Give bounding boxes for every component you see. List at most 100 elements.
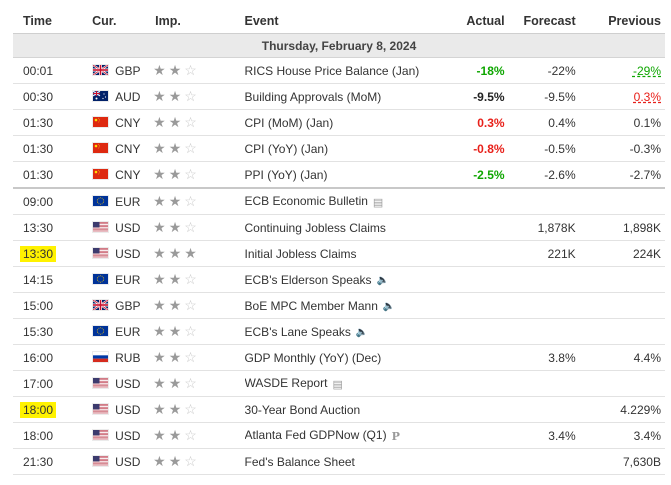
speaker-icon[interactable]: 🔈 <box>376 274 389 286</box>
event-cell[interactable]: CPI (YoY) (Jan) <box>244 135 442 162</box>
col-importance[interactable]: Imp. <box>153 9 245 34</box>
table-row[interactable]: 15:00 GBP ★ ★ ☆ BoE MPC Member Mann 🔈 <box>13 292 665 319</box>
event-cell[interactable]: Fed's Balance Sheet <box>244 448 442 475</box>
report-icon[interactable]: ▤ <box>372 196 384 209</box>
table-row[interactable]: 17:00 USD ★ ★ ☆ WASDE Report ▤ <box>13 370 665 397</box>
event-cell[interactable]: 30-Year Bond Auction <box>244 396 442 423</box>
event-cell[interactable]: BoE MPC Member Mann 🔈 <box>244 292 442 319</box>
event-name[interactable]: 30-Year Bond Auction <box>244 402 361 417</box>
previous-value: 224K <box>632 246 661 261</box>
col-currency[interactable]: Cur. <box>88 9 154 34</box>
event-name[interactable]: CPI (MoM) (Jan) <box>244 115 334 130</box>
event-cell[interactable]: Initial Jobless Claims <box>244 240 442 267</box>
table-row[interactable]: 00:30 AUD ★ ★ ☆ Building Approvals (MoM) -9.5%… <box>13 83 665 110</box>
importance-cell: ★ ★ ☆ <box>153 188 245 215</box>
table-row[interactable]: 14:15 EUR ★ ★ ☆ ECB's Elderson Speaks 🔈 <box>13 266 665 293</box>
time-value: 13:30 <box>23 220 54 235</box>
event-name[interactable]: ECB's Elderson Speaks <box>244 272 372 287</box>
forecast-cell <box>508 266 580 293</box>
event-cell[interactable]: ECB Economic Bulletin ▤ <box>244 188 442 215</box>
col-forecast[interactable]: Forecast <box>508 9 580 34</box>
event-cell[interactable]: ECB's Lane Speaks 🔈 <box>244 318 442 345</box>
event-cell[interactable]: Atlanta Fed GDPNow (Q1) P <box>244 422 442 449</box>
col-time[interactable]: Time <box>13 9 89 34</box>
speaker-icon[interactable]: 🔈 <box>382 300 396 312</box>
previous-value[interactable]: -29% <box>632 63 661 78</box>
event-name[interactable]: CPI (YoY) (Jan) <box>244 141 329 156</box>
importance-cell: ★ ★ ☆ <box>153 370 245 397</box>
currency-code: USD <box>115 454 141 469</box>
table-row[interactable]: 00:01 GBP ★ ★ ☆ RICS House Price Balance (Jan… <box>13 57 665 84</box>
table-row[interactable]: 18:00 USD ★ ★ ☆ 30-Year Bond Auction 4.229% <box>13 396 665 423</box>
us-flag-icon <box>92 455 110 468</box>
time-value: 14:15 <box>23 272 54 287</box>
forecast-value: -22% <box>547 63 576 78</box>
forecast-value: 0.4% <box>548 115 576 130</box>
previous-value: 4.229% <box>620 402 661 417</box>
table-row[interactable]: 16:00 RUB ★ ★ ☆ GDP Monthly (YoY) (Dec) 3.8% 4.… <box>13 344 665 371</box>
time-value: 21:30 <box>23 454 54 469</box>
previous-value: 0.1% <box>633 115 661 130</box>
event-cell[interactable]: Building Approvals (MoM) <box>244 83 442 110</box>
cn-flag-icon <box>92 168 110 181</box>
currency-code: EUR <box>115 324 141 339</box>
table-row[interactable]: 18:00 USD ★ ★ ☆ Atlanta Fed GDPNow (Q1) P 3.4% 3… <box>13 422 665 449</box>
star-filled-icon: ★ <box>168 62 182 78</box>
importance-stars: ★ ★ ☆ <box>153 220 197 234</box>
previous-value: -0.3% <box>629 141 661 156</box>
event-name[interactable]: Atlanta Fed GDPNow (Q1) <box>244 428 387 443</box>
previous-cell: 4.4% <box>579 344 665 371</box>
actual-cell <box>441 266 509 293</box>
table-row[interactable]: 15:30 EUR ★ ★ ☆ ECB's Lane Speaks 🔈 <box>13 318 665 345</box>
previous-cell <box>579 292 665 319</box>
star-empty-icon: ☆ <box>184 88 197 104</box>
event-cell[interactable]: RICS House Price Balance (Jan) <box>244 57 442 84</box>
table-row[interactable]: 01:30 CNY ★ ★ ☆ CPI (MoM) (Jan) 0.3% 0.4% 0.1% <box>13 109 665 136</box>
star-filled-icon: ★ <box>168 375 182 391</box>
event-cell[interactable]: WASDE Report ▤ <box>244 370 442 397</box>
event-name[interactable]: WASDE Report <box>244 376 328 391</box>
table-row[interactable]: 13:30 USD ★ ★ ☆ Continuing Jobless Claims 1,87… <box>13 214 665 241</box>
importance-stars: ★ ★ ☆ <box>153 454 197 468</box>
event-name[interactable]: Continuing Jobless Claims <box>244 220 386 235</box>
currency-code: USD <box>115 428 141 443</box>
table-row[interactable]: 01:30 CNY ★ ★ ☆ CPI (YoY) (Jan) -0.8% -0.5% -0.3… <box>13 135 665 162</box>
star-filled-icon: ★ <box>153 453 166 469</box>
event-cell[interactable]: CPI (MoM) (Jan) <box>244 109 442 136</box>
previous-value[interactable]: 0.3% <box>633 89 661 104</box>
event-cell[interactable]: PPI (YoY) (Jan) <box>244 161 442 189</box>
table-row[interactable]: 01:30 CNY ★ ★ ☆ PPI (YoY) (Jan) -2.5% -2.6% -2.7… <box>13 161 665 189</box>
time-cell: 16:00 <box>13 344 89 371</box>
previous-cell <box>579 318 665 345</box>
forecast-cell: -9.5% <box>508 83 580 110</box>
event-name[interactable]: Fed's Balance Sheet <box>244 454 355 469</box>
actual-value: -9.5% <box>473 89 505 104</box>
event-cell[interactable]: GDP Monthly (YoY) (Dec) <box>244 344 442 371</box>
event-name[interactable]: BoE MPC Member Mann <box>244 298 378 313</box>
col-previous[interactable]: Previous <box>579 9 665 34</box>
event-name[interactable]: RICS House Price Balance (Jan) <box>244 63 420 78</box>
previous-cell <box>579 370 665 397</box>
event-name[interactable]: PPI (YoY) (Jan) <box>244 167 328 182</box>
event-name[interactable]: GDP Monthly (YoY) (Dec) <box>244 350 382 365</box>
event-cell[interactable]: Continuing Jobless Claims <box>244 214 442 241</box>
event-cell[interactable]: ECB's Elderson Speaks 🔈 <box>244 266 442 293</box>
event-name[interactable]: Initial Jobless Claims <box>244 246 357 261</box>
speaker-icon[interactable]: 🔈 <box>355 326 369 338</box>
forecast-cell: -22% <box>508 57 580 84</box>
star-filled-icon: ★ <box>168 88 182 104</box>
col-event[interactable]: Event <box>244 9 442 34</box>
table-row[interactable]: 13:30 USD ★ ★ ★ Initial Jobless Claims 221K 224… <box>13 240 665 267</box>
event-name[interactable]: ECB's Lane Speaks <box>244 324 351 339</box>
time-value: 09:00 <box>23 194 54 209</box>
report-icon[interactable]: ▤ <box>332 378 343 391</box>
importance-cell: ★ ★ ☆ <box>153 344 245 371</box>
table-row[interactable]: 09:00 EUR ★ ★ ☆ ECB Economic Bulletin ▤ <box>13 188 665 215</box>
previous-cell <box>579 266 665 293</box>
time-value: 15:30 <box>23 324 54 339</box>
col-actual[interactable]: Actual <box>441 9 509 34</box>
event-name[interactable]: Building Approvals (MoM) <box>244 89 382 104</box>
table-row[interactable]: 21:30 USD ★ ★ ☆ Fed's Balance Sheet 7,630B <box>13 448 665 475</box>
time-value: 13:30 <box>20 245 57 262</box>
event-name[interactable]: ECB Economic Bulletin <box>244 194 368 209</box>
